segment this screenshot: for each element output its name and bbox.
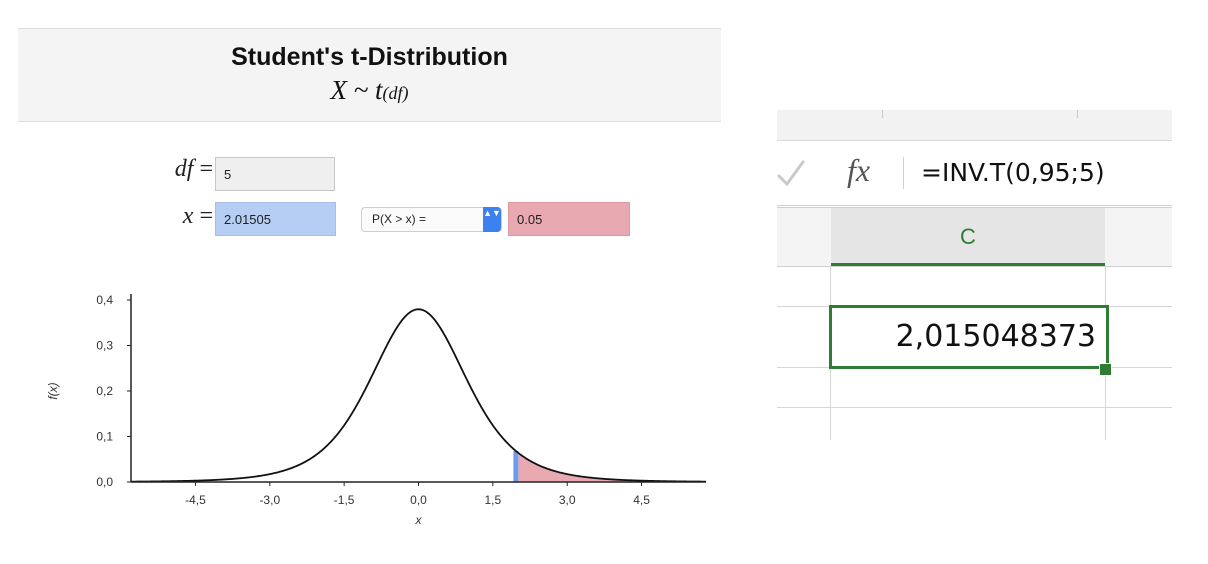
column-header-c[interactable]: C [831,208,1105,266]
row-gridline [777,407,1172,408]
t-distribution-panel: Student's t-Distribution X ~ t(df) df = 5… [18,28,721,525]
y-tick-label: 0,4 [96,293,113,307]
check-icon[interactable] [777,156,807,190]
column-header-row: C [777,208,1172,267]
x-axis-label: x [415,513,423,525]
y-tick-label: 0,1 [96,430,113,444]
formula-input[interactable]: =INV.T(0,95;5) [921,158,1105,187]
select-arrow-glyph: ▲▼ [483,208,501,218]
title-bar: Student's t-Distribution X ~ t(df) [18,28,721,122]
fill-handle[interactable] [1099,363,1112,376]
tail-area [518,452,706,482]
selected-cell-c[interactable]: 2,015048373 [829,305,1109,369]
notation-subscript: (df) [382,83,409,103]
df-equals: = [199,156,213,182]
fx-icon[interactable]: fx [847,152,871,188]
df-input[interactable]: 5 [215,157,335,191]
probability-type-label: P(X > x) = [372,212,427,226]
toolbar-strip [777,110,1172,141]
notation-main: X ~ t [330,75,383,105]
x-label-text: x [182,203,194,229]
toolbar-divider [882,110,883,118]
x-tick-label: -3,0 [259,493,280,507]
distribution-notation: X ~ t(df) [18,75,721,106]
x-input[interactable]: 2.01505 [215,202,336,236]
x-tick-label: 0,0 [410,493,427,507]
y-axis-label: f(x) [46,382,60,399]
y-tick-label: 0,3 [96,339,113,353]
x-marker [513,450,519,482]
x-tick-label: 3,0 [559,493,576,507]
t-distribution-chart: -4,5 -3,0 -1,5 0,0 1,5 3,0 4,5 0,0 0,1 0,2 0,3 0,4 f… [46,293,707,525]
toolbar-divider [1077,110,1078,118]
x-tick-label: -1,5 [334,493,355,507]
y-tick-label: 0,2 [96,384,113,398]
x-equals: = [199,203,213,229]
page-title: Student's t-Distribution [231,43,508,71]
x-label: x = [133,203,213,230]
y-tick-label: 0,0 [96,475,113,489]
probability-type-select[interactable]: P(X > x) = ▲▼ [361,207,502,232]
density-curve [130,308,707,483]
formula-bar: fx =INV.T(0,95;5) [777,141,1172,208]
x-tick-label: -4,5 [185,493,206,507]
spreadsheet-panel: fx =INV.T(0,95;5) C 2,015048373 [777,110,1172,440]
df-label: df = [133,156,213,183]
probability-input[interactable]: 0.05 [508,202,630,236]
x-tick-label: 4,5 [633,493,650,507]
select-chevron-icon: ▲▼ [483,207,501,232]
x-tick-label: 1,5 [485,493,502,507]
df-label-text: df [174,156,194,182]
formula-separator [903,157,904,189]
